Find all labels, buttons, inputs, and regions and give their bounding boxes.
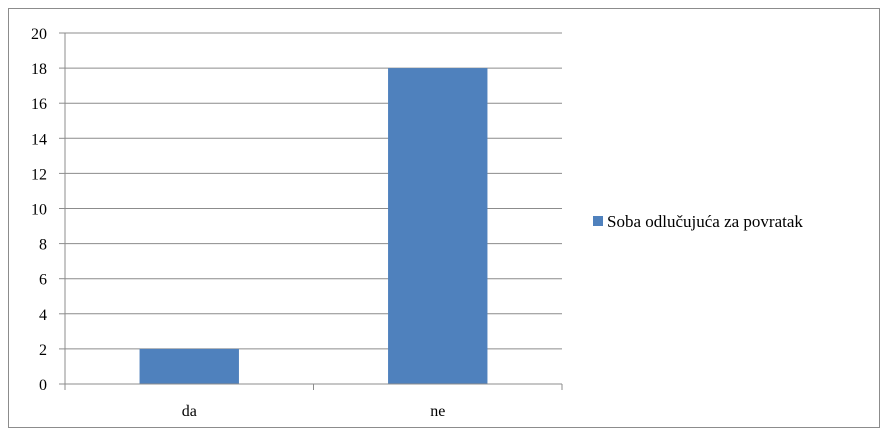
x-tick-label: ne [430,403,445,420]
y-tick-label: 6 [39,272,47,289]
y-tick-label: 16 [31,96,47,113]
legend: Soba odlučujuća za povratak [593,212,803,231]
bars [140,68,488,384]
y-tick-label: 20 [31,26,47,43]
legend-label: Soba odlučujuća za povratak [607,212,803,231]
y-tick-label: 12 [31,166,47,183]
gridlines [65,33,562,349]
legend-swatch [593,216,603,226]
y-tick-label: 8 [39,237,47,254]
y-tick-label: 10 [31,202,47,219]
y-tick-label: 4 [39,307,47,324]
x-tick-label: da [182,403,197,420]
bar-ne [388,68,487,384]
bar-da [140,349,239,384]
y-axis-ticks: 0 2 4 6 8 10 12 14 16 18 20 [31,26,65,394]
y-tick-label: 18 [31,61,47,78]
y-tick-label: 2 [39,342,47,359]
y-tick-label: 0 [39,377,47,394]
x-axis-ticks: da ne [65,384,562,420]
y-tick-label: 14 [31,131,47,148]
